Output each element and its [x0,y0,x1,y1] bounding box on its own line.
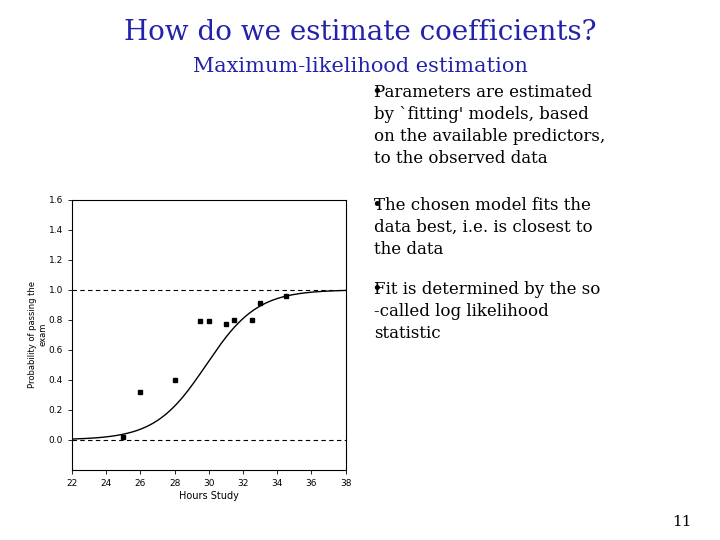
Text: The chosen model fits the
data best, i.e. is closest to
the data: The chosen model fits the data best, i.e… [374,197,593,259]
Text: 11: 11 [672,515,691,529]
X-axis label: Hours Study: Hours Study [179,491,239,501]
Text: Maximum-likelihood estimation: Maximum-likelihood estimation [192,57,528,76]
Text: •: • [371,84,382,102]
Text: •: • [371,281,382,299]
Y-axis label: Probability of passing the
exam: Probability of passing the exam [28,281,48,388]
Text: Fit is determined by the so
-called log likelihood
statistic: Fit is determined by the so -called log … [374,281,600,342]
Text: How do we estimate coefficients?: How do we estimate coefficients? [124,19,596,46]
Text: Parameters are estimated
by `fitting' models, based
on the available predictors,: Parameters are estimated by `fitting' mo… [374,84,606,167]
Text: •: • [371,197,382,215]
